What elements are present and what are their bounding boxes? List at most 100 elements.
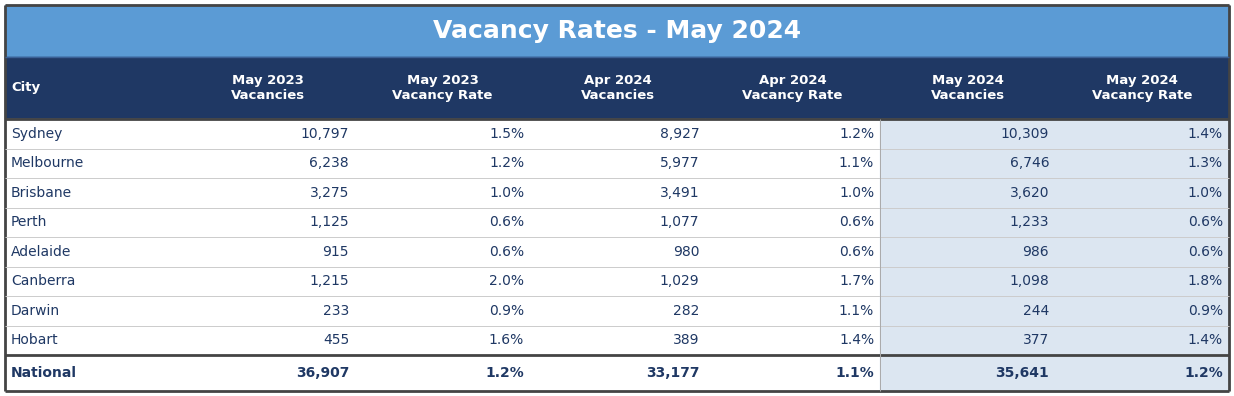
Bar xyxy=(5,119,180,148)
Text: 1,077: 1,077 xyxy=(660,215,700,229)
Text: 3,275: 3,275 xyxy=(310,186,349,200)
Bar xyxy=(1055,296,1229,326)
Bar xyxy=(531,148,705,178)
Bar xyxy=(355,208,531,237)
Text: 0.6%: 0.6% xyxy=(1188,215,1223,229)
Bar xyxy=(880,267,1055,296)
Bar xyxy=(705,355,880,391)
Bar xyxy=(355,355,531,391)
Text: May 2023
Vacancies: May 2023 Vacancies xyxy=(231,74,305,102)
Text: May 2023
Vacancy Rate: May 2023 Vacancy Rate xyxy=(392,74,492,102)
Text: 1.0%: 1.0% xyxy=(489,186,524,200)
Bar xyxy=(5,267,180,296)
Text: National: National xyxy=(11,366,77,380)
Bar xyxy=(180,296,355,326)
Bar xyxy=(180,208,355,237)
Bar xyxy=(5,5,1229,57)
Text: 282: 282 xyxy=(673,304,700,318)
Bar xyxy=(1055,148,1229,178)
Bar xyxy=(1055,208,1229,237)
Bar xyxy=(355,237,531,267)
Text: Canberra: Canberra xyxy=(11,274,75,288)
Text: 3,491: 3,491 xyxy=(659,186,700,200)
Bar xyxy=(355,296,531,326)
Bar xyxy=(1055,267,1229,296)
Text: 0.6%: 0.6% xyxy=(1188,245,1223,259)
Bar xyxy=(705,237,880,267)
Bar xyxy=(5,208,180,237)
Bar xyxy=(531,296,705,326)
Bar xyxy=(180,119,355,148)
Text: 0.6%: 0.6% xyxy=(839,245,874,259)
Bar xyxy=(5,148,180,178)
Text: 915: 915 xyxy=(322,245,349,259)
Text: City: City xyxy=(11,82,41,95)
Bar xyxy=(531,208,705,237)
Text: 1.1%: 1.1% xyxy=(835,366,874,380)
Text: 33,177: 33,177 xyxy=(645,366,700,380)
Bar xyxy=(880,296,1055,326)
Bar xyxy=(705,119,880,148)
Text: 0.9%: 0.9% xyxy=(489,304,524,318)
Bar xyxy=(531,237,705,267)
Text: May 2024
Vacancies: May 2024 Vacancies xyxy=(930,74,1004,102)
Text: 1,233: 1,233 xyxy=(1009,215,1049,229)
Text: 1.2%: 1.2% xyxy=(839,127,874,141)
Text: 8,927: 8,927 xyxy=(659,127,700,141)
Text: 1.2%: 1.2% xyxy=(489,156,524,170)
Bar xyxy=(705,178,880,208)
Text: 1,029: 1,029 xyxy=(659,274,700,288)
Text: 3,620: 3,620 xyxy=(1009,186,1049,200)
Bar xyxy=(5,326,180,355)
Bar xyxy=(880,208,1055,237)
Bar xyxy=(355,326,531,355)
Text: 244: 244 xyxy=(1023,304,1049,318)
Text: 1.1%: 1.1% xyxy=(839,156,874,170)
Text: 1.7%: 1.7% xyxy=(839,274,874,288)
Text: 1.1%: 1.1% xyxy=(839,304,874,318)
Text: Apr 2024
Vacancy Rate: Apr 2024 Vacancy Rate xyxy=(743,74,843,102)
Bar xyxy=(5,355,180,391)
Text: 1,125: 1,125 xyxy=(310,215,349,229)
Text: 6,238: 6,238 xyxy=(310,156,349,170)
Text: May 2024
Vacancy Rate: May 2024 Vacancy Rate xyxy=(1092,74,1192,102)
Text: Darwin: Darwin xyxy=(11,304,60,318)
Text: Apr 2024
Vacancies: Apr 2024 Vacancies xyxy=(580,74,655,102)
Text: 1.0%: 1.0% xyxy=(839,186,874,200)
Bar xyxy=(531,119,705,148)
Bar xyxy=(705,148,880,178)
Bar xyxy=(5,296,180,326)
Text: 1.8%: 1.8% xyxy=(1188,274,1223,288)
Text: Vacancy Rates - May 2024: Vacancy Rates - May 2024 xyxy=(433,19,801,43)
Text: 1.0%: 1.0% xyxy=(1188,186,1223,200)
Text: 980: 980 xyxy=(673,245,700,259)
Text: 233: 233 xyxy=(323,304,349,318)
Text: 1.2%: 1.2% xyxy=(1185,366,1223,380)
Text: 1.6%: 1.6% xyxy=(489,333,524,347)
Text: Adelaide: Adelaide xyxy=(11,245,72,259)
Text: 0.6%: 0.6% xyxy=(839,215,874,229)
Text: Brisbane: Brisbane xyxy=(11,186,72,200)
Bar xyxy=(180,148,355,178)
Bar xyxy=(880,237,1055,267)
Text: 6,746: 6,746 xyxy=(1009,156,1049,170)
Bar xyxy=(1055,237,1229,267)
Text: Sydney: Sydney xyxy=(11,127,63,141)
Bar xyxy=(180,267,355,296)
Text: 2.0%: 2.0% xyxy=(489,274,524,288)
Text: 0.9%: 0.9% xyxy=(1188,304,1223,318)
Bar xyxy=(5,178,180,208)
Bar xyxy=(355,119,531,148)
Text: 389: 389 xyxy=(673,333,700,347)
Bar xyxy=(531,178,705,208)
Text: 1.3%: 1.3% xyxy=(1188,156,1223,170)
Bar xyxy=(705,326,880,355)
Bar xyxy=(880,119,1055,148)
Text: Melbourne: Melbourne xyxy=(11,156,84,170)
Text: 0.6%: 0.6% xyxy=(489,215,524,229)
Bar xyxy=(180,178,355,208)
Bar xyxy=(705,208,880,237)
Bar xyxy=(531,267,705,296)
Bar xyxy=(180,237,355,267)
Bar xyxy=(531,355,705,391)
